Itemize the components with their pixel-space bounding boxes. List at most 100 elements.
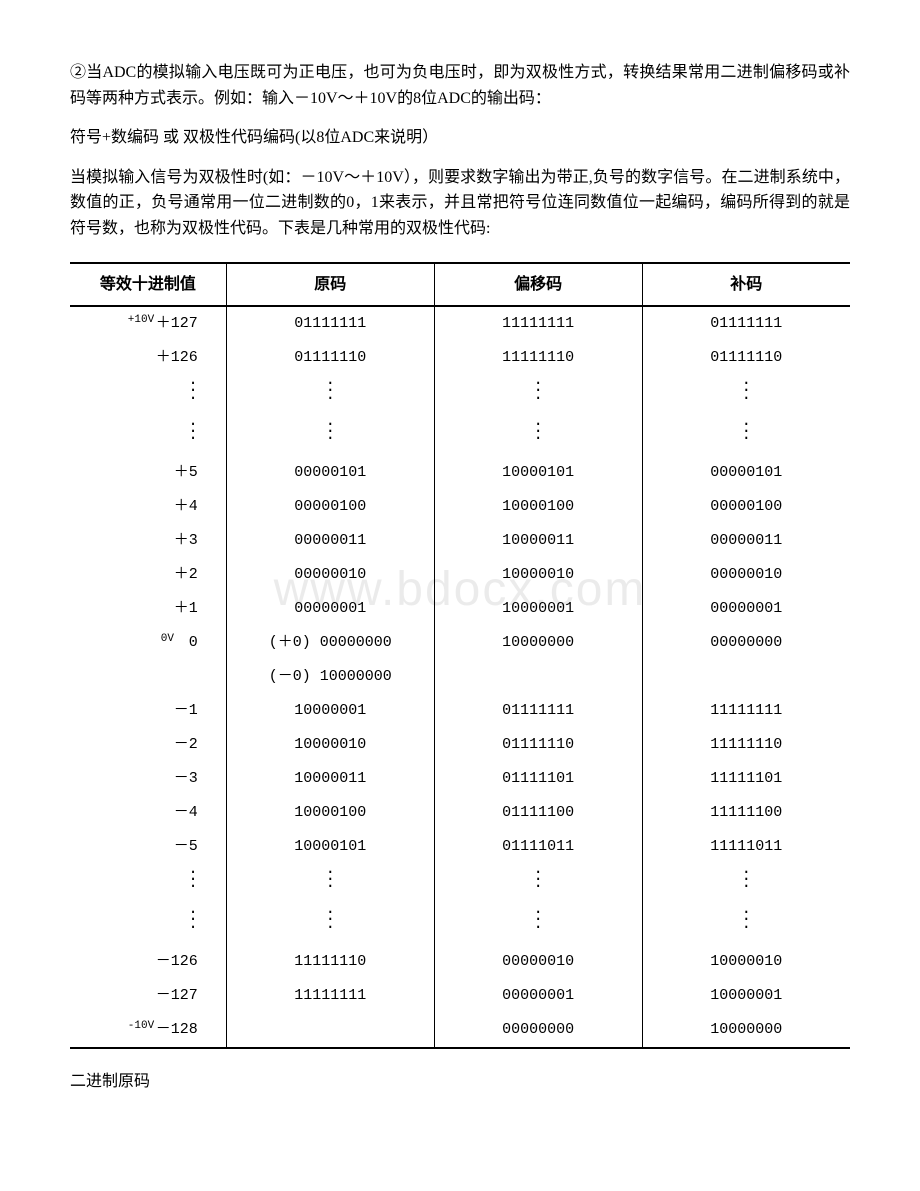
cell-decimal: －5 (70, 830, 226, 864)
vertical-dots-icon (325, 380, 335, 402)
table-row: －1100000010111111111111111 (70, 694, 850, 728)
cell-original (226, 375, 434, 415)
decimal-value: －127 (156, 987, 198, 1004)
cell-original: 10000001 (226, 694, 434, 728)
cell-complement: 00000100 (642, 490, 850, 524)
table-row (70, 904, 850, 944)
table-row: ＋2000000101000001000000010 (70, 558, 850, 592)
decimal-value: ＋1 (174, 600, 198, 617)
cell-complement: 00000001 (642, 592, 850, 626)
cell-decimal: －3 (70, 762, 226, 796)
voltage-label: +10V (128, 312, 154, 330)
cell-original: 10000011 (226, 762, 434, 796)
cell-decimal (70, 904, 226, 944)
cell-offset: 11111110 (434, 341, 642, 375)
vertical-dots-icon (533, 869, 543, 891)
cell-complement: 01111111 (642, 306, 850, 341)
cell-complement (642, 416, 850, 456)
vertical-dots-icon (533, 421, 543, 443)
cell-original: 01111111 (226, 306, 434, 341)
vertical-dots-icon (188, 380, 198, 402)
cell-offset: 10000101 (434, 456, 642, 490)
cell-original: 10000100 (226, 796, 434, 830)
vertical-dots-icon (325, 909, 335, 931)
table-row (70, 864, 850, 904)
bipolar-code-table: 等效十进制值 原码 偏移码 补码 +10V＋127011111111111111… (70, 262, 850, 1049)
cell-offset: 00000010 (434, 945, 642, 979)
paragraph-2: 符号+数编码 或 双极性代码编码(以8位ADC来说明） (70, 125, 850, 151)
cell-decimal: －126 (70, 945, 226, 979)
cell-original (226, 864, 434, 904)
cell-decimal: －127 (70, 979, 226, 1013)
cell-offset: 01111110 (434, 728, 642, 762)
cell-original: 10000101 (226, 830, 434, 864)
header-decimal: 等效十进制值 (70, 263, 226, 307)
cell-original: 00000001 (226, 592, 434, 626)
decimal-value: －1 (174, 702, 198, 719)
cell-original: (＋0) 00000000 (226, 626, 434, 660)
cell-decimal (70, 864, 226, 904)
header-offset: 偏移码 (434, 263, 642, 307)
cell-original: (－0) 10000000 (226, 660, 434, 694)
cell-offset: 01111011 (434, 830, 642, 864)
vertical-dots-icon (533, 380, 543, 402)
paragraph-1: ②当ADC的模拟输入电压既可为正电压，也可为负电压时，即为双极性方式，转换结果常… (70, 60, 850, 111)
code-table-wrap: www.bdocx.com 等效十进制值 原码 偏移码 补码 +10V＋1270… (70, 262, 850, 1049)
table-header-row: 等效十进制值 原码 偏移码 补码 (70, 263, 850, 307)
cell-offset: 10000010 (434, 558, 642, 592)
cell-offset: 10000000 (434, 626, 642, 660)
cell-offset: 01111101 (434, 762, 642, 796)
table-row: －126111111100000001010000010 (70, 945, 850, 979)
cell-complement: 10000010 (642, 945, 850, 979)
decimal-value: ＋4 (174, 498, 198, 515)
cell-complement (642, 375, 850, 415)
decimal-value: －2 (174, 736, 198, 753)
cell-complement (642, 660, 850, 694)
cell-offset (434, 864, 642, 904)
cell-original: 00000010 (226, 558, 434, 592)
table-row: －3100000110111110111111101 (70, 762, 850, 796)
table-row: －2100000100111111011111110 (70, 728, 850, 762)
cell-complement: 11111011 (642, 830, 850, 864)
table-row: (－0) 10000000 (70, 660, 850, 694)
cell-original (226, 416, 434, 456)
cell-offset: 10000011 (434, 524, 642, 558)
cell-decimal: ＋4 (70, 490, 226, 524)
decimal-value: －5 (174, 838, 198, 855)
cell-decimal (70, 660, 226, 694)
table-row: 0V0(＋0) 000000001000000000000000 (70, 626, 850, 660)
cell-complement: 00000011 (642, 524, 850, 558)
vertical-dots-icon (325, 869, 335, 891)
decimal-value: －126 (156, 953, 198, 970)
paragraph-3: 当模拟输入信号为双极性时(如：－10V～＋10V），则要求数字输出为带正,负号的… (70, 165, 850, 242)
cell-complement: 10000000 (642, 1013, 850, 1048)
cell-offset (434, 375, 642, 415)
decimal-value: －3 (174, 770, 198, 787)
cell-decimal: ＋5 (70, 456, 226, 490)
cell-decimal: ＋126 (70, 341, 226, 375)
decimal-value: ＋3 (174, 532, 198, 549)
table-row (70, 375, 850, 415)
cell-original: 00000101 (226, 456, 434, 490)
cell-decimal: ＋2 (70, 558, 226, 592)
table-row (70, 416, 850, 456)
table-row: ＋3 000000111000001100000011 (70, 524, 850, 558)
table-row: ＋1000000011000000100000001 (70, 592, 850, 626)
cell-original: 11111111 (226, 979, 434, 1013)
vertical-dots-icon (325, 421, 335, 443)
cell-decimal: +10V＋127 (70, 306, 226, 341)
cell-decimal: ＋3 (70, 524, 226, 558)
cell-complement: 11111100 (642, 796, 850, 830)
cell-original: 00000011 (226, 524, 434, 558)
cell-decimal (70, 375, 226, 415)
table-row: -10V－1280000000010000000 (70, 1013, 850, 1048)
cell-decimal: -10V－128 (70, 1013, 226, 1048)
vertical-dots-icon (188, 869, 198, 891)
cell-complement (642, 904, 850, 944)
table-row: +10V＋127011111111111111101111111 (70, 306, 850, 341)
cell-decimal: ＋1 (70, 592, 226, 626)
cell-decimal: －2 (70, 728, 226, 762)
table-row: ＋126011111101111111001111110 (70, 341, 850, 375)
decimal-value: ＋2 (174, 566, 198, 583)
cell-decimal (70, 416, 226, 456)
